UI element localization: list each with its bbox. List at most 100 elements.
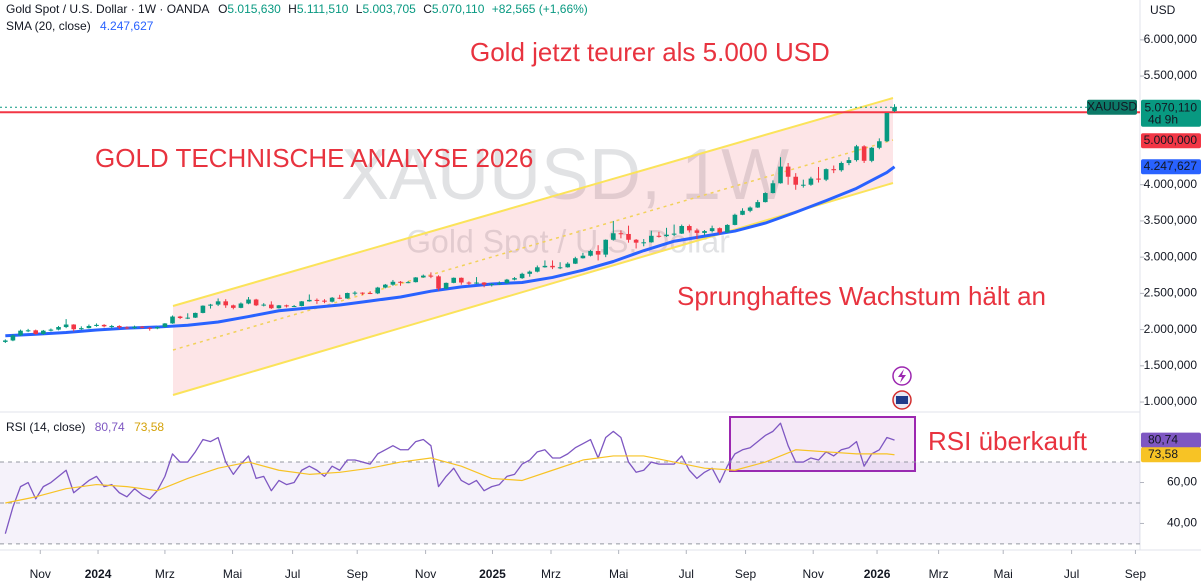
- currency-label: USD: [1150, 3, 1176, 17]
- annotation: GOLD TECHNISCHE ANALYSE 2026: [95, 143, 533, 173]
- candle-body: [405, 282, 411, 284]
- candle-body: [428, 275, 434, 277]
- candle-body: [398, 281, 403, 283]
- candle-body: [215, 301, 221, 305]
- candle-body: [740, 210, 745, 215]
- candle-body: [86, 325, 92, 329]
- candle-body: [375, 287, 381, 294]
- channel-fill: [173, 98, 893, 395]
- candle-body: [117, 325, 122, 328]
- candle-body: [664, 234, 669, 237]
- countdown-label: 4d 9h: [1148, 112, 1178, 126]
- candle-body: [801, 184, 806, 186]
- candle-body: [48, 329, 54, 331]
- event-icon-glyph: [898, 369, 906, 383]
- x-tick-label: Sep: [347, 567, 369, 581]
- candle-body: [550, 265, 555, 268]
- ohlc-value: 5.070,110: [432, 2, 485, 16]
- candle-body: [33, 330, 39, 334]
- rsi-line: [4, 422, 895, 534]
- sma-legend: SMA (20, close) 4.247,627: [6, 19, 154, 33]
- candle-body: [869, 147, 875, 161]
- candle-body: [329, 297, 335, 302]
- y-tick-label: 3.500,000: [1144, 213, 1198, 227]
- candle-body: [162, 323, 168, 328]
- x-tick-label: Mai: [994, 567, 1013, 581]
- candle-body: [390, 281, 396, 285]
- candle-body: [816, 178, 821, 180]
- candle-body: [451, 277, 457, 283]
- candle-body: [307, 299, 312, 302]
- candle-body: [489, 283, 495, 285]
- candle-body: [109, 325, 115, 327]
- level-badge-label: 5.000,000: [1144, 133, 1198, 147]
- candle-body: [139, 326, 145, 328]
- rsi-badge: [1141, 432, 1201, 448]
- candle-body: [360, 292, 365, 294]
- candle-body: [71, 324, 77, 330]
- candle-body: [3, 340, 8, 342]
- candle-body: [177, 316, 183, 319]
- ohlc-key: H: [288, 2, 297, 16]
- candle-body: [436, 276, 441, 289]
- candle-body: [854, 146, 859, 161]
- candle-body: [10, 335, 16, 341]
- legend-name: RSI (14, close): [6, 420, 85, 434]
- x-tick-label: Nov: [803, 567, 824, 581]
- candle-body: [56, 327, 61, 330]
- candle-body: [793, 176, 799, 185]
- candle-body: [504, 279, 510, 284]
- candle-body: [299, 301, 305, 307]
- level-badge: [1141, 133, 1201, 149]
- candle-body: [276, 305, 282, 309]
- channel-upper: [172, 97, 894, 307]
- candle-body: [421, 275, 426, 278]
- y-tick-label: 2.000,000: [1144, 322, 1198, 336]
- rsi-badge: [1141, 447, 1201, 463]
- x-tick-label: 2026: [864, 567, 891, 581]
- rsi-badge-label: 73,58: [1148, 447, 1178, 461]
- candle-body: [466, 282, 472, 284]
- candle-body: [193, 312, 198, 318]
- candle-body: [231, 305, 236, 308]
- candle-body: [79, 328, 84, 330]
- candle-body: [778, 166, 783, 184]
- candle-body: [413, 277, 419, 283]
- candle-body: [618, 233, 624, 235]
- annotation: Gold jetzt teurer als 5.000 USD: [470, 37, 830, 67]
- ohlc-key: C: [423, 2, 432, 16]
- candle-body: [694, 230, 700, 233]
- candle-body: [603, 239, 609, 255]
- candle-body: [337, 297, 343, 299]
- candle-body: [291, 306, 297, 308]
- candle-body: [474, 282, 479, 284]
- candle-body: [170, 316, 175, 324]
- candle-body: [535, 267, 540, 272]
- candle-body: [314, 299, 320, 301]
- candle-body: [884, 113, 890, 142]
- legend-value: 80,74: [95, 420, 125, 434]
- candle-body: [459, 277, 464, 283]
- legend-value: 73,58: [134, 420, 164, 434]
- header: Gold Spot / U.S. Dollar · 1W · OANDA O5.…: [6, 2, 588, 16]
- ohlc-value: 5.111,510: [297, 2, 349, 16]
- candle-body: [25, 330, 31, 332]
- candle-body: [877, 141, 882, 148]
- flag-glyph: [896, 396, 908, 404]
- rsi-legend: RSI (14, close) 80,74 73,58: [6, 420, 164, 434]
- candle-body: [839, 162, 844, 171]
- candle-body: [702, 231, 707, 233]
- candle-body: [861, 146, 867, 161]
- x-tick-label: Nov: [30, 567, 51, 581]
- channel-lower: [172, 182, 894, 396]
- candle-body: [246, 299, 251, 304]
- candle-body: [261, 304, 267, 306]
- candle-body: [497, 283, 502, 285]
- candle-body: [763, 193, 768, 203]
- x-tick-label: Mai: [609, 567, 628, 581]
- x-tick-label: Mai: [223, 567, 242, 581]
- price-badge: [1141, 99, 1201, 127]
- x-tick-label: Jul: [1064, 567, 1079, 581]
